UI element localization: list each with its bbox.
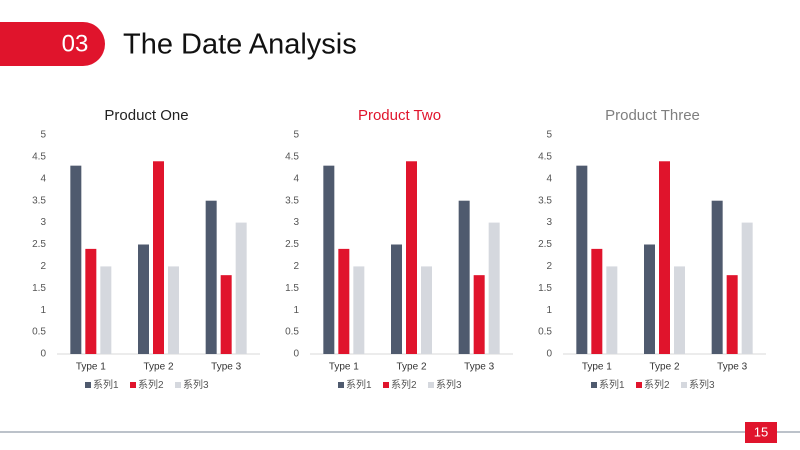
bar bbox=[205, 200, 217, 354]
legend-label: 系列1 bbox=[599, 378, 625, 391]
bar bbox=[659, 161, 670, 354]
y-tick-label: 0 bbox=[293, 349, 299, 360]
x-tick-label: Type 1 bbox=[582, 362, 612, 373]
y-tick-label: 5 bbox=[546, 130, 552, 141]
section-number: 03 bbox=[62, 30, 89, 57]
x-tick-label: Type 1 bbox=[76, 362, 106, 373]
bar bbox=[70, 165, 82, 354]
y-tick-label: 0 bbox=[546, 349, 552, 360]
page-number: 15 bbox=[754, 424, 768, 439]
bar bbox=[741, 222, 753, 354]
chart-title: Product One bbox=[104, 107, 188, 124]
legend-swatch bbox=[681, 382, 687, 388]
bar bbox=[421, 266, 432, 354]
bar bbox=[674, 266, 685, 354]
bar bbox=[576, 165, 588, 354]
y-tick-label: 4 bbox=[40, 173, 46, 184]
bar bbox=[488, 222, 500, 354]
y-tick-label: 1 bbox=[293, 305, 299, 316]
legend-swatch bbox=[85, 382, 91, 388]
bar bbox=[168, 266, 179, 354]
legend-label: 系列3 bbox=[183, 378, 209, 391]
section-badge bbox=[0, 22, 105, 66]
legend-swatch bbox=[338, 382, 344, 388]
bar bbox=[235, 222, 247, 354]
y-tick-label: 2.5 bbox=[32, 239, 46, 250]
x-tick-label: Type 3 bbox=[464, 362, 494, 373]
x-tick-label: Type 2 bbox=[143, 362, 173, 373]
x-tick-label: Type 3 bbox=[717, 362, 747, 373]
y-tick-label: 4.5 bbox=[538, 152, 552, 163]
y-tick-label: 4 bbox=[546, 173, 552, 184]
legend-swatch bbox=[383, 382, 389, 388]
legend-label: 系列2 bbox=[391, 378, 417, 391]
legend-label: 系列3 bbox=[689, 378, 715, 391]
bar bbox=[473, 275, 485, 354]
y-tick-label: 4.5 bbox=[32, 152, 46, 163]
bar bbox=[353, 266, 365, 354]
y-tick-label: 0.5 bbox=[285, 327, 299, 338]
y-tick-label: 2 bbox=[546, 261, 552, 272]
slide-title: The Date Analysis bbox=[123, 29, 357, 61]
y-tick-label: 5 bbox=[40, 130, 46, 141]
x-tick-label: Type 3 bbox=[211, 362, 241, 373]
y-tick-label: 0.5 bbox=[32, 327, 46, 338]
y-tick-label: 1 bbox=[546, 305, 552, 316]
legend-label: 系列1 bbox=[346, 378, 372, 391]
y-tick-label: 0 bbox=[40, 349, 46, 360]
bar bbox=[323, 165, 335, 354]
legend-swatch bbox=[636, 382, 642, 388]
bar bbox=[391, 244, 402, 354]
legend-label: 系列2 bbox=[138, 378, 164, 391]
x-tick-label: Type 2 bbox=[649, 362, 679, 373]
y-tick-label: 4.5 bbox=[285, 152, 299, 163]
bar bbox=[591, 248, 603, 354]
y-tick-label: 2 bbox=[40, 261, 46, 272]
y-tick-label: 1 bbox=[40, 305, 46, 316]
legend-swatch bbox=[428, 382, 434, 388]
chart-title: Product Three bbox=[605, 107, 700, 124]
legend-label: 系列2 bbox=[644, 378, 670, 391]
bar bbox=[406, 161, 417, 354]
y-tick-label: 3.5 bbox=[285, 195, 299, 206]
y-tick-label: 2.5 bbox=[285, 239, 299, 250]
legend-label: 系列1 bbox=[93, 378, 119, 391]
y-tick-label: 1.5 bbox=[538, 283, 552, 294]
legend-swatch bbox=[175, 382, 181, 388]
x-tick-label: Type 2 bbox=[396, 362, 426, 373]
y-tick-label: 0.5 bbox=[538, 327, 552, 338]
bar bbox=[711, 200, 723, 354]
y-tick-label: 2 bbox=[293, 261, 299, 272]
bar bbox=[338, 248, 350, 354]
y-tick-label: 5 bbox=[293, 130, 299, 141]
bar bbox=[153, 161, 164, 354]
y-tick-label: 3 bbox=[293, 217, 299, 228]
legend-swatch bbox=[130, 382, 136, 388]
bar bbox=[138, 244, 149, 354]
bar bbox=[220, 275, 232, 354]
bar bbox=[726, 275, 738, 354]
y-tick-label: 3 bbox=[546, 217, 552, 228]
legend-label: 系列3 bbox=[436, 378, 462, 391]
bar bbox=[100, 266, 112, 354]
bar bbox=[458, 200, 470, 354]
y-tick-label: 3 bbox=[40, 217, 46, 228]
legend-swatch bbox=[591, 382, 597, 388]
y-tick-label: 4 bbox=[293, 173, 299, 184]
y-tick-label: 3.5 bbox=[32, 195, 46, 206]
bar bbox=[606, 266, 618, 354]
chart-title: Product Two bbox=[358, 107, 441, 124]
y-tick-label: 1.5 bbox=[285, 283, 299, 294]
bar bbox=[644, 244, 655, 354]
page-badge bbox=[745, 422, 777, 443]
y-tick-label: 2.5 bbox=[538, 239, 552, 250]
bar bbox=[85, 248, 97, 354]
y-tick-label: 3.5 bbox=[538, 195, 552, 206]
x-tick-label: Type 1 bbox=[329, 362, 359, 373]
y-tick-label: 1.5 bbox=[32, 283, 46, 294]
